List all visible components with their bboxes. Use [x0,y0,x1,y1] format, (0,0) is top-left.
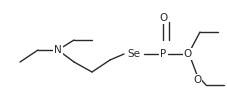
Text: O: O [193,75,201,85]
Text: O: O [159,13,167,23]
Text: O: O [184,49,192,59]
Text: N: N [54,45,62,55]
Text: P: P [160,49,166,59]
Text: Se: Se [128,49,141,59]
